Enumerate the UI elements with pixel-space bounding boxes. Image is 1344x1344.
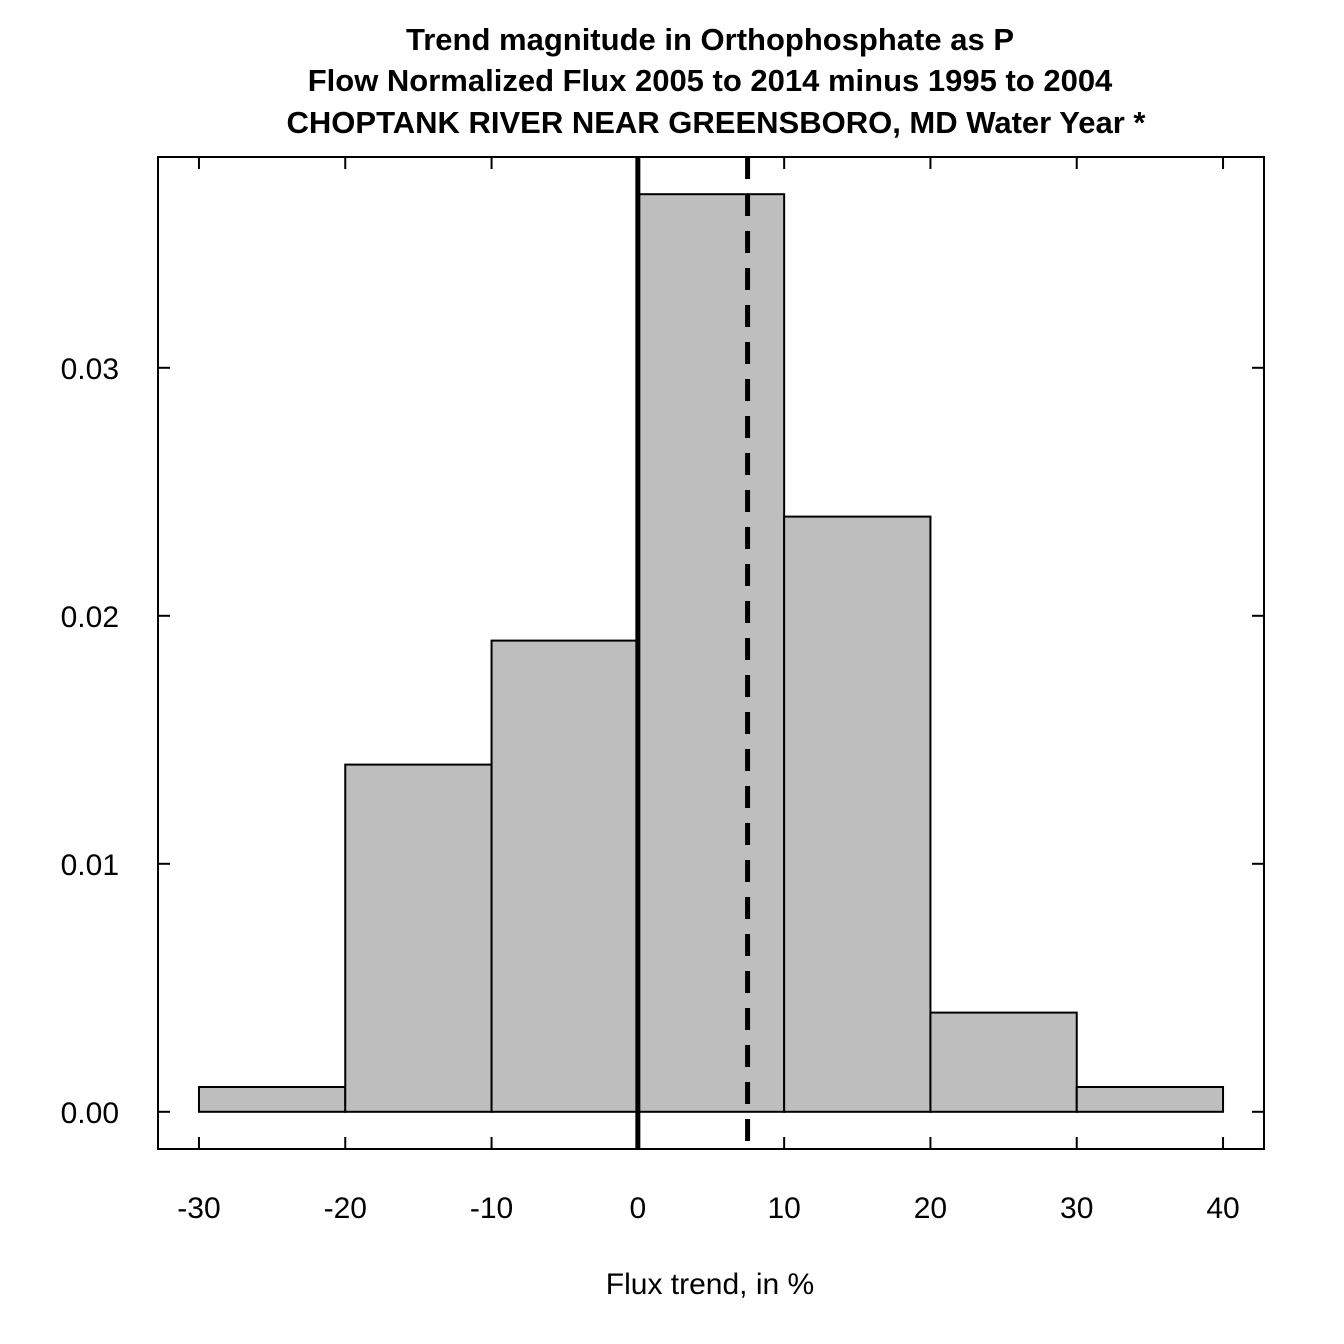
- histogram-bar: [1075, 1086, 1225, 1113]
- x-tick-label: -20: [324, 1192, 367, 1225]
- axes-group: -30 -20 -10 0 10 20 30 40 0.00 0.01 0.02 0.03: [61, 157, 1264, 1225]
- y-tick-label: 0.03: [61, 353, 119, 386]
- histogram-bar: [197, 1086, 347, 1113]
- histogram-bar: [783, 515, 932, 1113]
- x-tick-label: 30: [1060, 1192, 1093, 1225]
- histogram-bar: [344, 763, 493, 1113]
- histogram-bar: [490, 639, 639, 1113]
- y-tick-label: 0.02: [61, 601, 119, 634]
- x-axis-label: Flux trend, in %: [606, 1268, 814, 1301]
- chart-title-line-2: Flow Normalized Flux 2005 to 2014 minus …: [308, 63, 1113, 98]
- x-tick-label: 10: [767, 1192, 800, 1225]
- chart-title-line-3: CHOPTANK RIVER NEAR GREENSBORO, MD Water…: [287, 105, 1147, 140]
- chart-title-line-1: Trend magnitude in Orthophosphate as P: [406, 22, 1014, 57]
- reference-lines: [635, 157, 751, 1149]
- x-tick-label: 20: [914, 1192, 947, 1225]
- y-tick-label: 0.00: [61, 1097, 119, 1130]
- x-tick-label: 40: [1206, 1192, 1239, 1225]
- x-tick-label: 0: [630, 1192, 647, 1225]
- histogram-bar: [636, 193, 786, 1113]
- chart-title-group: Trend magnitude in Orthophosphate as P F…: [287, 22, 1147, 140]
- histogram-bar: [929, 1011, 1078, 1113]
- plot-frame: [157, 156, 1265, 1150]
- y-tick-label: 0.01: [61, 849, 119, 882]
- x-tick-label: -10: [470, 1192, 513, 1225]
- x-tick-label: -30: [177, 1192, 220, 1225]
- histogram-bars: [197, 193, 1225, 1113]
